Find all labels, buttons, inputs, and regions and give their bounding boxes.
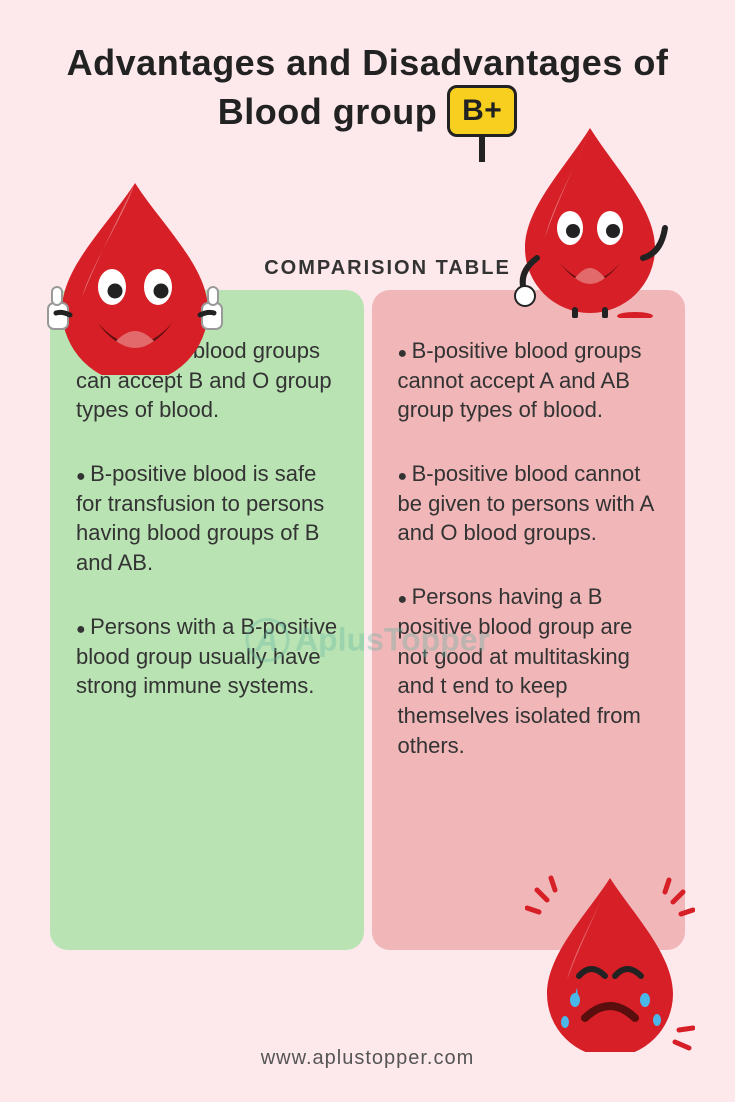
title-line1: Advantages and Disadvantages of — [40, 40, 695, 85]
footer-url: www.aplustopper.com — [0, 1047, 735, 1070]
advantages-column: B-positive blood groups can accept B and… — [50, 290, 364, 950]
disadvantages-column: B-positive blood groups cannot accept A … — [372, 290, 686, 950]
advantage-item: Persons with a B-positive blood group us… — [76, 612, 338, 701]
blood-group-sign: B+ — [447, 85, 517, 137]
comparison-columns: B-positive blood groups can accept B and… — [0, 280, 735, 950]
title-block: Advantages and Disadvantages of Blood gr… — [0, 0, 735, 147]
disadvantage-item: Persons having a B positive blood group … — [398, 582, 660, 760]
title-line2: Blood group — [218, 89, 437, 134]
advantage-item: B-positive blood groups can accept B and… — [76, 336, 338, 425]
title-line2-row: Blood group B+ — [218, 85, 517, 137]
disadvantage-item: B-positive blood groups cannot accept A … — [398, 336, 660, 425]
subtitle: COMPARISION TABLE — [40, 257, 735, 280]
disadvantage-item: B-positive blood cannot be given to pers… — [398, 459, 660, 548]
advantage-item: B-positive blood is safe for transfusion… — [76, 459, 338, 578]
